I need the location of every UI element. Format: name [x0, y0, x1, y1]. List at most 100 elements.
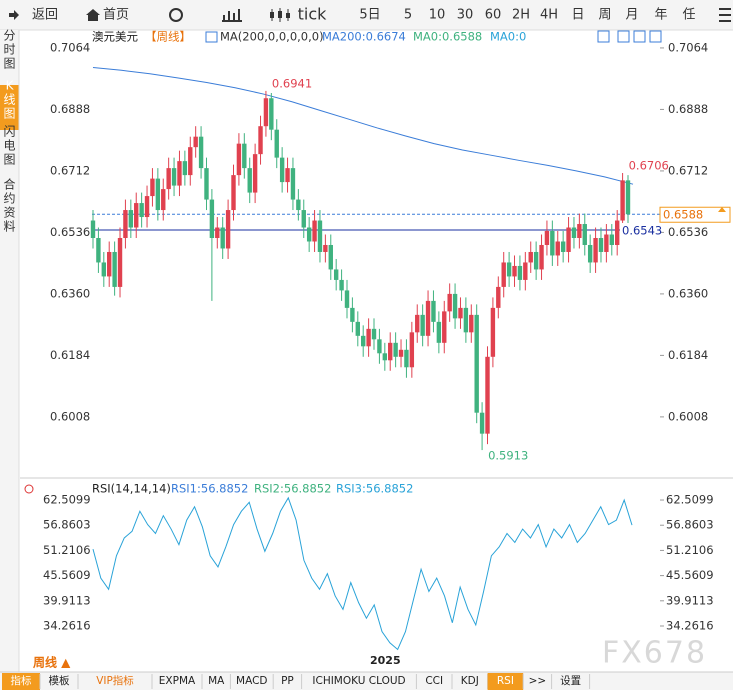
y-tick-label: 0.6184 — [50, 348, 90, 362]
bottom-tab[interactable]: 模板 — [49, 674, 70, 687]
toolbar-button[interactable]: 周 — [598, 8, 611, 23]
rsi-legend-item: RSI3:56.8852 — [336, 482, 413, 496]
tab-bg[interactable] — [2, 673, 40, 690]
candle-body — [171, 168, 177, 186]
toolbar-button[interactable]: 首页 — [103, 8, 129, 23]
candle-body — [361, 335, 366, 347]
candle-body — [161, 189, 166, 211]
ref-tag-label: 0.6543 — [622, 223, 662, 237]
candle-body — [220, 227, 225, 249]
rsi-tick-label-right: 62.5099 — [666, 493, 714, 507]
toolbar-button[interactable]: 月 — [625, 8, 638, 23]
toolbar-button[interactable]: tick — [298, 5, 328, 24]
candle-body — [117, 238, 123, 287]
candle-body — [107, 251, 112, 277]
candle-body — [290, 168, 296, 200]
sidebar-tab[interactable]: 合 — [3, 177, 15, 192]
sidebar-tab[interactable]: 料 — [3, 220, 15, 234]
bottom-tab[interactable]: MACD — [236, 675, 267, 687]
price-tag-arrow — [718, 207, 726, 212]
tool-icon[interactable] — [617, 30, 630, 43]
y-tick-label: 0.6360 — [50, 286, 90, 300]
toolbar-button[interactable]: 5日 — [359, 8, 380, 23]
candle-body — [539, 244, 544, 270]
toolbar-button[interactable]: 2H — [512, 8, 530, 23]
rsi-tick-label-right: 51.2106 — [666, 543, 714, 557]
sidebar-tab[interactable]: 闪 — [3, 125, 15, 139]
sidebar-tab[interactable]: K — [6, 79, 15, 93]
candle-body — [101, 262, 107, 277]
sidebar-tab[interactable]: 电 — [3, 139, 15, 153]
bottom-bar — [0, 672, 733, 690]
bottom-tab[interactable]: VIP指标 — [96, 674, 134, 687]
candle-body — [512, 265, 517, 277]
bottom-tab[interactable]: 指标 — [11, 674, 32, 687]
sidebar-tab[interactable]: 资 — [3, 206, 15, 220]
toolbar-button[interactable]: 30 — [457, 8, 474, 23]
toolbar-button[interactable]: 任 — [682, 8, 695, 23]
candle-body — [182, 161, 188, 176]
legend-item: MA200:0.6674 — [322, 30, 406, 44]
home-icon[interactable] — [86, 9, 100, 21]
toolbar-button[interactable]: 年 — [654, 8, 667, 23]
sidebar-tab[interactable]: 约 — [3, 191, 15, 206]
sidebar-tab[interactable]: 图 — [3, 107, 15, 121]
candle-body — [198, 136, 204, 169]
candle-body — [587, 244, 593, 263]
candle-icon-body[interactable] — [286, 13, 290, 18]
candle-body — [236, 143, 242, 176]
candle-body — [317, 220, 323, 252]
back-icon[interactable] — [9, 10, 19, 20]
bottom-tab[interactable]: 设置 — [560, 675, 581, 687]
tool-icon[interactable] — [597, 30, 610, 43]
bottom-tab[interactable]: ICHIMOKU CLOUD — [312, 675, 405, 687]
y-tick-label: 0.7064 — [50, 40, 90, 54]
toolbar-button[interactable]: 返回 — [32, 8, 58, 23]
candle-body — [614, 220, 620, 245]
period-button[interactable]: 周线 ▲ — [33, 655, 71, 670]
sidebar-tab[interactable]: 图 — [3, 57, 15, 71]
bottom-tab[interactable]: KDJ — [461, 675, 479, 687]
toolbar-button[interactable]: 日 — [571, 8, 584, 23]
rsi-legend-item: RSI(14,14,14) — [92, 482, 171, 496]
legend-item: 澳元美元 — [92, 30, 138, 44]
bottom-tab[interactable]: MA — [208, 675, 225, 687]
candle-body — [544, 231, 550, 245]
sidebar-tab[interactable]: 图 — [3, 153, 15, 167]
rsi-tick-label-right: 34.2616 — [666, 619, 714, 633]
candle-body — [479, 412, 485, 434]
bottom-tab[interactable]: PP — [281, 675, 294, 687]
toolbar-button[interactable]: 10 — [429, 8, 446, 23]
bottom-tab[interactable]: CCI — [425, 675, 443, 687]
sidebar-tab[interactable]: 线 — [3, 93, 15, 107]
toolbar-button[interactable]: 60 — [485, 8, 502, 23]
toolbar-button[interactable]: 5 — [404, 8, 412, 23]
bottom-tab[interactable]: EXPMA — [159, 675, 196, 687]
tab-bg[interactable] — [487, 673, 524, 690]
sidebar-tab[interactable]: 时 — [3, 43, 15, 57]
candle-icon-body[interactable] — [270, 12, 274, 18]
tool-icon[interactable] — [633, 30, 646, 43]
refresh-icon[interactable] — [169, 8, 183, 22]
candle-body — [533, 251, 539, 270]
rsi-tick-label-right: 39.9113 — [666, 593, 714, 607]
y-tick-label-right: 0.6008 — [668, 409, 708, 423]
candle-body — [501, 262, 506, 287]
candle-body — [490, 307, 496, 357]
bottom-tab[interactable]: >> — [529, 675, 547, 687]
rsi-tick-label: 51.2106 — [43, 543, 91, 557]
toolbar-button[interactable]: 4H — [540, 8, 558, 23]
candle-body — [366, 328, 371, 347]
candle-body — [517, 265, 523, 280]
extreme-label: 0.6941 — [272, 76, 312, 90]
menu-icon[interactable] — [719, 8, 731, 22]
settings-icon[interactable] — [24, 484, 34, 494]
ref-tag — [620, 222, 660, 238]
chart-icon[interactable] — [222, 9, 242, 22]
y-tick-label: 0.6536 — [50, 225, 90, 239]
candle-icon-body[interactable] — [278, 11, 282, 18]
bottom-tab[interactable]: RSI — [497, 675, 514, 687]
tool-icon[interactable] — [649, 30, 662, 43]
candle-body — [252, 154, 258, 193]
sidebar-tab[interactable]: 分 — [3, 29, 15, 43]
